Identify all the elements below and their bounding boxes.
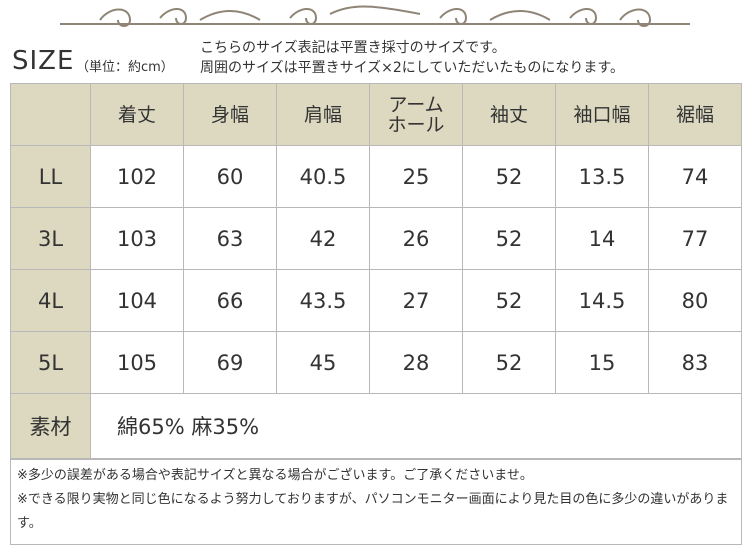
cell: 13.5: [555, 145, 649, 208]
cell: 15: [555, 331, 649, 394]
notes: こちらのサイズ表記は平置き採寸のサイズです。 周囲のサイズは平置きサイズ×2にし…: [200, 38, 624, 78]
cell: 42: [276, 207, 370, 270]
cell: 63: [183, 207, 277, 270]
row-label: 5L: [10, 331, 91, 394]
body-row: 4L 104 66 43.5 27 52 14.5 80: [10, 269, 742, 332]
corner-cell: [10, 83, 91, 146]
cell: 52: [462, 145, 556, 208]
cell: 102: [90, 145, 184, 208]
cell: 25: [369, 145, 463, 208]
cell: 60: [183, 145, 277, 208]
cell: 45: [276, 331, 370, 394]
column-header: 袖口幅: [555, 83, 649, 146]
footnote: ※できる限り実物と同じ色になるよう努力しておりますが、パソコンモニター画面により…: [17, 492, 729, 531]
column-header: 身幅: [183, 83, 277, 146]
ornament: [60, 5, 690, 27]
column-header: 肩幅: [276, 83, 370, 146]
column-header: 着丈: [90, 83, 184, 146]
footnote: ※多少の誤差がある場合や表記サイズと異なる場合がございます。ご了承くださいませ。: [17, 468, 533, 483]
row-label: LL: [10, 145, 91, 208]
row-label: 3L: [10, 207, 91, 270]
column-header: アーム ホール: [369, 83, 463, 146]
footnotes: ※多少の誤差がある場合や表記サイズと異なる場合がございます。ご了承くださいませ。…: [10, 459, 742, 545]
cell: 69: [183, 331, 277, 394]
cell: 14: [555, 207, 649, 270]
cell: 80: [648, 269, 742, 332]
cell: 52: [462, 331, 556, 394]
cell: 66: [183, 269, 277, 332]
cell: 105: [90, 331, 184, 394]
cell: 28: [369, 331, 463, 394]
body-row: 3L 103 63 42 26 52 14 77: [10, 207, 742, 270]
note: 周囲のサイズは平置きサイズ×2にしていただいたものになります。: [200, 60, 624, 76]
material-text: 綿65% 麻35%: [90, 393, 742, 459]
cell: 83: [648, 331, 742, 394]
body-row: LL 102 60 40.5 25 52 13.5 74: [10, 145, 742, 208]
title: SIZE: [12, 46, 75, 76]
cell: 26: [369, 207, 463, 270]
cell: 14.5: [555, 269, 649, 332]
material-label: 素材: [10, 393, 91, 459]
cell: 43.5: [276, 269, 370, 332]
cell: 77: [648, 207, 742, 270]
note: こちらのサイズ表記は平置き採寸のサイズです。: [200, 40, 506, 56]
cell: 52: [462, 207, 556, 270]
column-header: 裾幅: [648, 83, 742, 146]
cell: 74: [648, 145, 742, 208]
row-label: 4L: [10, 269, 91, 332]
column-header: 袖丈: [462, 83, 556, 146]
size-table: 着丈 身幅 肩幅 アーム ホール 袖丈 袖口幅 裾幅 LL 102 60 40.5 25 52 13.5 7…: [10, 83, 742, 459]
unit: （単位：約cm）: [76, 60, 174, 75]
cell: 52: [462, 269, 556, 332]
cell: 27: [369, 269, 463, 332]
cell: 104: [90, 269, 184, 332]
body-row: 5L 105 69 45 28 52 15 83: [10, 331, 742, 394]
cell: 40.5: [276, 145, 370, 208]
header-row: 着丈 身幅 肩幅 アーム ホール 袖丈 袖口幅 裾幅: [10, 83, 742, 146]
cell: 103: [90, 207, 184, 270]
material-row: 素材 綿65% 麻35%: [10, 393, 742, 459]
